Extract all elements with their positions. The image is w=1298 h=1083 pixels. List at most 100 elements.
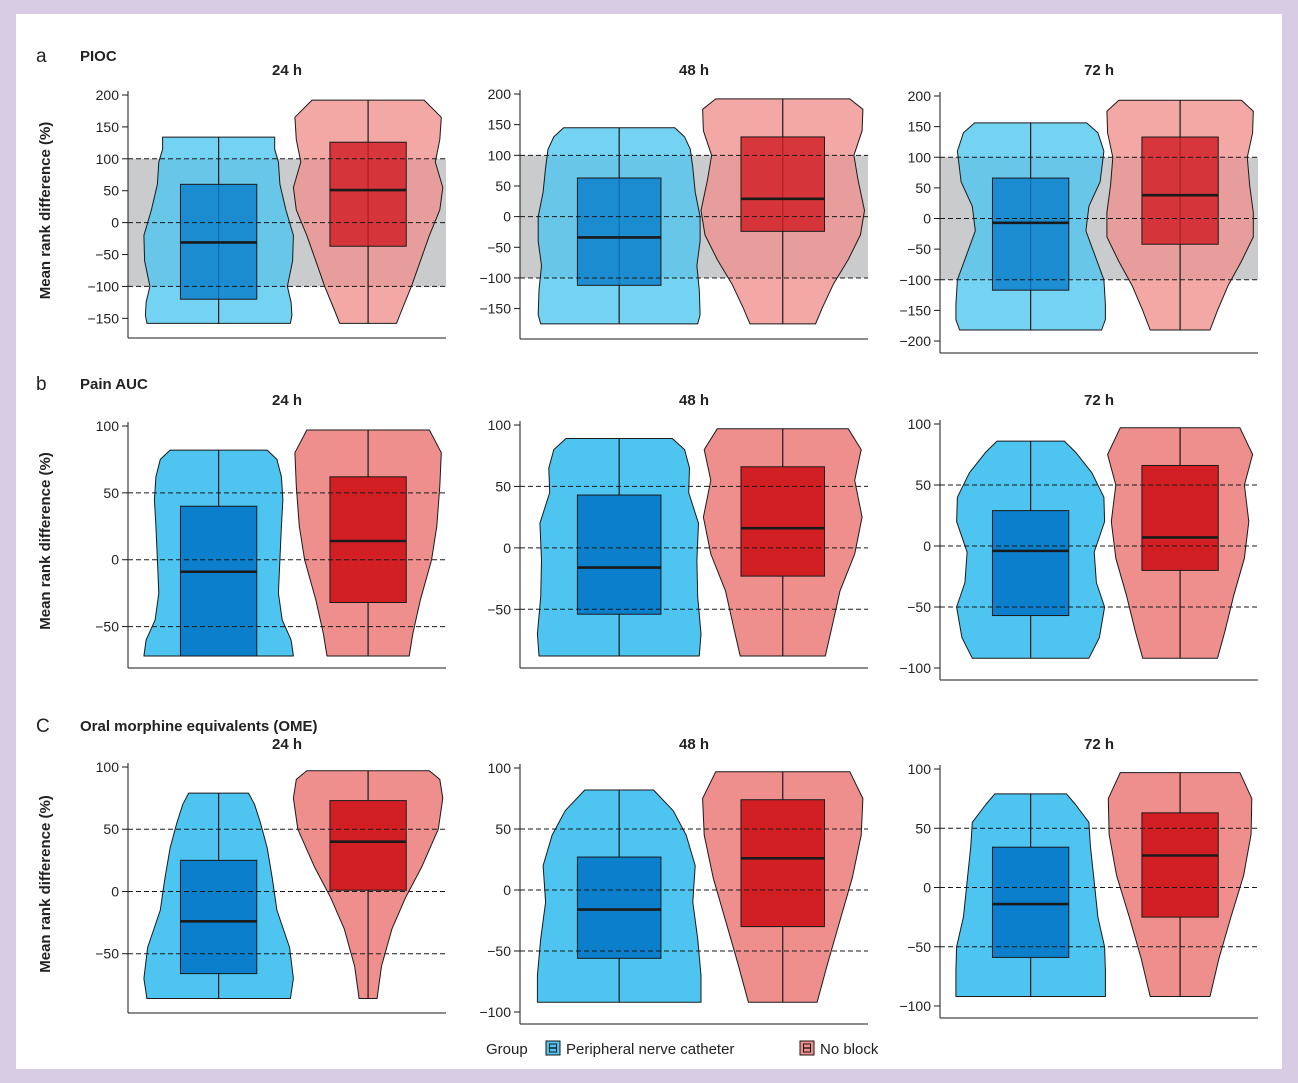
y-tick-label: −50	[487, 239, 511, 255]
y-tick-label: −50	[95, 247, 119, 263]
chart-panel-2-2: 72 h 100 50 0 −50 −100	[899, 736, 1258, 1019]
y-tick-label: 200	[488, 86, 512, 102]
box-noblock	[329, 476, 407, 604]
y-tick-label: −100	[479, 1004, 511, 1020]
panel-title: Pain AUC	[80, 376, 148, 393]
y-tick-label: −50	[95, 946, 119, 962]
chart-panel-1-0: Pain AUC Mean rank difference (%) 24 h 100 5…	[37, 376, 446, 669]
y-tick-label: 0	[503, 209, 511, 225]
y-tick-label: 150	[908, 119, 932, 135]
y-tick-label: 0	[923, 538, 931, 554]
y-tick-label: 100	[908, 149, 932, 165]
y-tick-label: 50	[495, 821, 511, 837]
y-tick-label: 0	[503, 882, 511, 898]
y-tick-label: −50	[907, 241, 931, 257]
y-axis-label: Mean rank difference (%)	[37, 452, 54, 630]
y-tick-label: 0	[111, 215, 119, 231]
chart-subtitle: 72 h	[1084, 736, 1114, 753]
figure: PIOC Mean rank difference (%) 24 h 200 150 10…	[16, 14, 1282, 1069]
panel-letter: a	[36, 46, 47, 67]
y-tick-label: 100	[488, 760, 512, 776]
legend-item-noblock: No block	[820, 1041, 879, 1058]
chart-panel-0-2: 72 h 200 150 100 50 0 −50 −100 −150 −200	[899, 62, 1258, 354]
y-tick-label: 50	[495, 478, 511, 494]
chart-subtitle: 72 h	[1084, 62, 1114, 79]
y-tick-label: 50	[915, 477, 931, 493]
box-noblock	[740, 466, 825, 577]
box-noblock	[329, 800, 407, 891]
box-catheter	[179, 505, 258, 657]
y-tick-label: −50	[907, 939, 931, 955]
y-tick-label: 200	[96, 87, 120, 103]
panel-letter: C	[36, 716, 50, 737]
y-tick-label: 50	[103, 485, 119, 501]
y-tick-label: −50	[95, 619, 119, 635]
y-tick-label: 100	[96, 418, 120, 434]
panel-letter: b	[36, 374, 47, 395]
box-noblock	[740, 799, 825, 928]
y-axis-label: Mean rank difference (%)	[37, 122, 54, 300]
chart-subtitle: 48 h	[679, 392, 709, 409]
box-noblock	[1141, 136, 1219, 245]
y-tick-label: −50	[487, 601, 511, 617]
y-tick-label: 50	[495, 178, 511, 194]
y-tick-label: −150	[479, 301, 511, 317]
y-tick-label: 0	[111, 552, 119, 568]
panel-title: Oral morphine equivalents (OME)	[80, 718, 318, 735]
legend-item-catheter: Peripheral nerve catheter	[566, 1041, 734, 1058]
chart-subtitle: 72 h	[1084, 392, 1114, 409]
y-tick-label: 50	[103, 183, 119, 199]
box-catheter	[576, 177, 662, 286]
y-tick-label: 0	[923, 211, 931, 227]
y-tick-label: 150	[488, 117, 512, 133]
y-tick-label: −100	[899, 272, 931, 288]
y-tick-label: 100	[96, 759, 120, 775]
chart-panel-0-0: PIOC Mean rank difference (%) 24 h 200 150 10…	[37, 48, 446, 339]
y-tick-label: 0	[923, 880, 931, 896]
chart-panel-0-1: 48 h 200 150 100 50 0 −50 −100 −150	[479, 62, 868, 340]
y-tick-label: −100	[479, 270, 511, 286]
y-tick-label: −100	[899, 660, 931, 676]
y-tick-label: 0	[111, 883, 119, 899]
y-tick-label: −200	[899, 333, 931, 349]
box-noblock	[740, 136, 825, 232]
chart-subtitle: 24 h	[272, 62, 302, 79]
y-axis-label: Mean rank difference (%)	[37, 795, 54, 973]
chart-panel-2-1: 48 h 100 50 0 −50 −100	[479, 736, 868, 1025]
legend: Group Peripheral nerve catheter No block	[486, 1040, 879, 1058]
y-tick-label: 100	[908, 761, 932, 777]
y-tick-label: −150	[87, 310, 119, 326]
y-tick-label: 100	[908, 416, 932, 432]
chart-subtitle: 48 h	[679, 62, 709, 79]
chart-subtitle: 24 h	[272, 736, 302, 753]
y-tick-label: 50	[915, 180, 931, 196]
y-tick-label: 100	[488, 147, 512, 163]
y-tick-label: −50	[907, 599, 931, 615]
panel-title: PIOC	[80, 48, 117, 65]
violin-chart-grid: PIOC Mean rank difference (%) 24 h 200 150 10…	[36, 46, 1258, 1058]
y-tick-label: −50	[487, 943, 511, 959]
y-tick-label: −150	[899, 302, 931, 318]
y-tick-label: 100	[96, 151, 120, 167]
legend-title: Group	[486, 1041, 528, 1058]
box-noblock	[1141, 812, 1219, 918]
box-catheter	[179, 859, 258, 975]
chart-subtitle: 48 h	[679, 736, 709, 753]
box-catheter	[991, 177, 1070, 291]
y-tick-label: 50	[103, 821, 119, 837]
y-tick-label: 100	[488, 417, 512, 433]
chart-panel-2-0: Oral morphine equivalents (OME) Mean rank…	[37, 718, 446, 1014]
y-tick-label: 150	[96, 119, 120, 135]
chart-panel-1-2: 72 h 100 50 0 −50 −100	[899, 392, 1258, 681]
box-catheter	[991, 846, 1070, 958]
y-tick-label: 50	[915, 820, 931, 836]
y-tick-label: −100	[899, 998, 931, 1014]
box-noblock	[1141, 464, 1219, 571]
box-catheter	[991, 510, 1070, 617]
box-catheter	[576, 856, 662, 959]
chart-panel-1-1: 48 h 100 50 0 −50	[487, 392, 868, 669]
box-noblock	[329, 141, 407, 247]
y-tick-label: −100	[87, 278, 119, 294]
y-tick-label: 0	[503, 540, 511, 556]
y-tick-label: 200	[908, 88, 932, 104]
